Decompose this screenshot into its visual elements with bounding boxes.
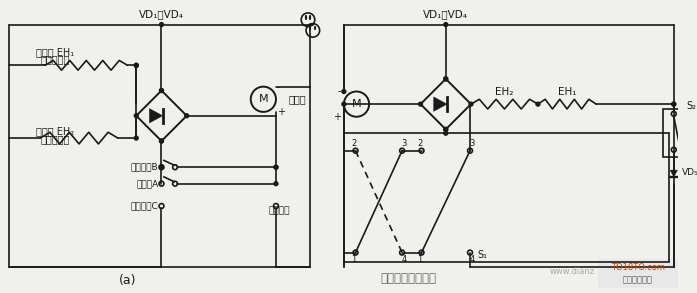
Text: 4: 4	[469, 255, 475, 264]
Circle shape	[419, 102, 422, 106]
Circle shape	[135, 63, 138, 67]
Text: （凉风）B: （凉风）B	[131, 163, 159, 172]
Text: 电热丝 EH₂: 电热丝 EH₂	[36, 126, 74, 136]
Text: 3: 3	[469, 139, 475, 148]
Text: S₂: S₂	[687, 101, 696, 111]
Text: 2: 2	[351, 139, 356, 148]
Circle shape	[342, 90, 346, 93]
Circle shape	[135, 136, 138, 140]
Circle shape	[135, 63, 138, 67]
Text: 1: 1	[417, 255, 422, 264]
Text: -: -	[337, 86, 341, 96]
Circle shape	[444, 23, 447, 26]
Text: 3: 3	[401, 139, 407, 148]
Circle shape	[444, 131, 447, 135]
Circle shape	[444, 77, 447, 81]
Circle shape	[274, 182, 278, 186]
Text: （热风）C: （热风）C	[131, 202, 159, 210]
Text: 选择开关: 选择开关	[268, 206, 290, 215]
Text: S₁: S₁	[477, 250, 488, 260]
Text: EH₂: EH₂	[496, 88, 514, 98]
Text: M: M	[259, 94, 268, 104]
Text: +: +	[333, 112, 341, 122]
Circle shape	[444, 127, 447, 131]
Circle shape	[672, 102, 675, 106]
Polygon shape	[434, 97, 447, 111]
Polygon shape	[670, 170, 677, 177]
Text: （小功率）: （小功率）	[40, 54, 70, 64]
Text: （大功率）: （大功率）	[40, 134, 70, 144]
Circle shape	[342, 102, 346, 106]
Text: 4: 4	[401, 255, 406, 264]
Text: （停）A: （停）A	[137, 179, 159, 188]
Circle shape	[160, 23, 163, 26]
Circle shape	[274, 165, 278, 169]
Text: (a): (a)	[118, 274, 137, 287]
Text: 永磁式电吹风电路: 永磁式电吹风电路	[381, 272, 437, 285]
Text: VD₅: VD₅	[682, 168, 697, 177]
Bar	[598, 259, 677, 289]
Text: VD₁～VD₄: VD₁～VD₄	[139, 9, 184, 19]
Circle shape	[274, 165, 278, 169]
Text: 2: 2	[417, 139, 422, 148]
Circle shape	[160, 165, 163, 169]
Circle shape	[160, 139, 163, 143]
Text: M: M	[352, 99, 361, 109]
Circle shape	[160, 88, 163, 93]
Text: EH₁: EH₁	[558, 88, 576, 98]
Text: 电热丝 EH₁: 电热丝 EH₁	[36, 47, 74, 57]
Circle shape	[444, 127, 447, 131]
Circle shape	[536, 102, 540, 106]
Circle shape	[135, 114, 138, 118]
Polygon shape	[149, 108, 162, 123]
Text: VD₁～VD₄: VD₁～VD₄	[423, 9, 468, 19]
Text: www.dianz: www.dianz	[549, 267, 595, 275]
Circle shape	[444, 77, 447, 81]
Circle shape	[185, 114, 189, 118]
Circle shape	[469, 102, 473, 106]
Text: -: -	[277, 82, 280, 92]
Text: +: +	[277, 107, 285, 117]
Circle shape	[160, 139, 163, 143]
Text: TO18TO.com: TO18TO.com	[611, 263, 665, 272]
Text: 电动机: 电动机	[289, 94, 306, 104]
Text: 土巡兔家居局: 土巡兔家居局	[623, 275, 653, 284]
Circle shape	[160, 88, 163, 93]
Circle shape	[672, 102, 675, 106]
Bar	[663, 109, 684, 158]
Text: 1: 1	[351, 255, 356, 264]
